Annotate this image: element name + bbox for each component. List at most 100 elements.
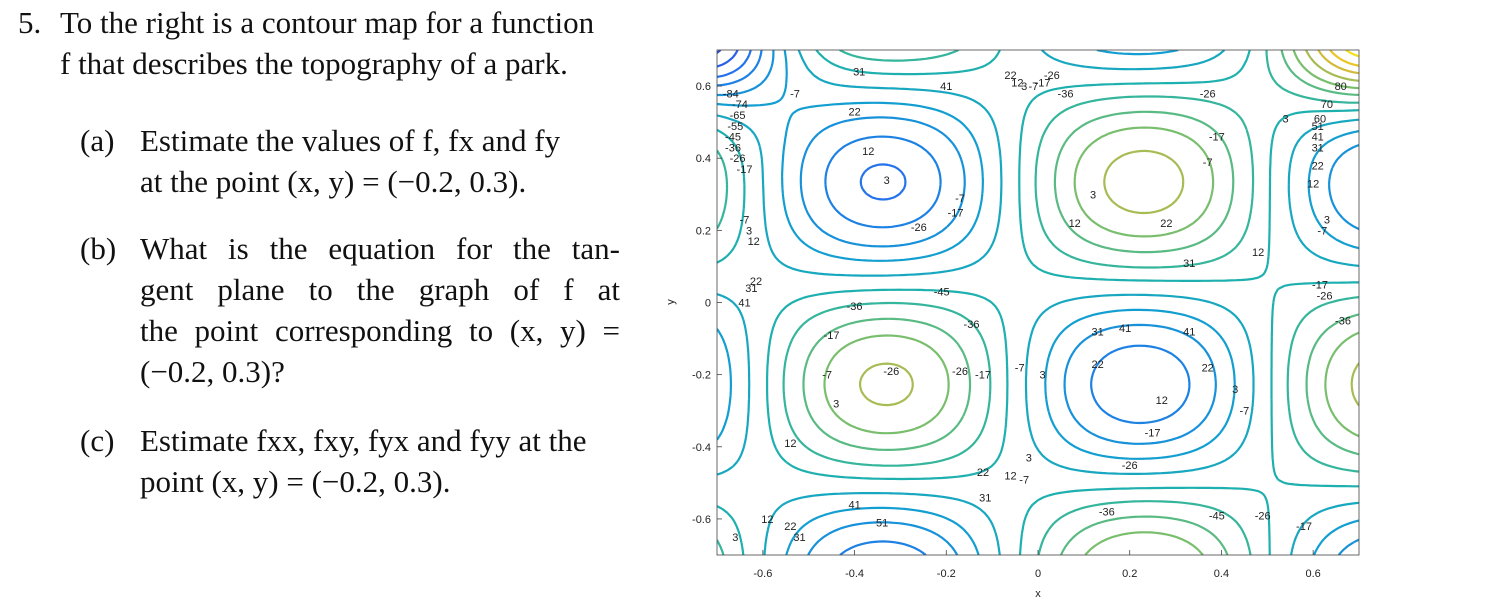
- contour-label: -36: [1099, 507, 1115, 519]
- part-line: (−0.2, 0.3)?: [140, 354, 285, 389]
- x-tick-label: 0.2: [1122, 568, 1137, 580]
- contour-line: [717, 50, 1359, 555]
- contour-line: [717, 50, 722, 54]
- contour-plot: -84 -74 -65 -55 -45 -36 -26 -17 -7 3 12 22 31 41 -7 31 2…: [660, 40, 1380, 600]
- x-tick-label: -0.2: [937, 568, 956, 580]
- contour-line: [859, 50, 1359, 407]
- contour-label: 12: [748, 236, 760, 248]
- contour-label: -26: [1044, 70, 1060, 82]
- contour-label: 22: [848, 106, 860, 118]
- contour-label: 3: [1324, 215, 1330, 227]
- part-line: What is the equation for the tan-: [140, 231, 620, 266]
- contour-label: 12: [1307, 179, 1319, 191]
- contour-label: -17: [1312, 280, 1328, 292]
- contour-label: 41: [738, 298, 750, 310]
- x-tick-label: -0.6: [753, 568, 772, 580]
- contour-label: 3: [746, 225, 752, 237]
- y-tick-label: -0.4: [692, 442, 711, 454]
- contour-label: 12: [1011, 78, 1023, 90]
- y-tick-label: -0.2: [692, 370, 711, 382]
- contour-label: 3: [732, 532, 738, 544]
- contour-label: 22: [1312, 160, 1324, 172]
- contour-label: -26: [1200, 88, 1216, 100]
- part-line: at the point (x, y) = (−0.2, 0.3).: [140, 164, 527, 199]
- contour-line: [823, 50, 1359, 555]
- contour-label: -26: [883, 366, 899, 378]
- part-text: Estimate fxx, fxy, fyx and fyy at the po…: [140, 420, 620, 502]
- y-tick-label: 0.4: [696, 153, 711, 165]
- contour-label: 31: [745, 283, 757, 295]
- part-text: What is the equation for the tan- gent p…: [140, 228, 620, 392]
- contour-label: -17: [824, 330, 840, 342]
- contour-label: 12: [862, 146, 874, 158]
- contour-label: 12: [1252, 247, 1264, 259]
- contour-label: -55: [727, 121, 743, 133]
- problem-number: 5.: [18, 5, 42, 40]
- contour-label: 12: [784, 438, 796, 450]
- contour-label: -36: [725, 142, 741, 154]
- y-tick-label: 0: [705, 298, 711, 310]
- contour-label: -7: [1029, 81, 1039, 93]
- contour-label: -74: [732, 99, 748, 111]
- contour-line: [802, 50, 1359, 555]
- y-axis-label: y: [665, 299, 677, 305]
- part-line: Estimate the values of f, fx and fy: [140, 123, 561, 158]
- contour-label: 41: [940, 81, 952, 93]
- contour-label: -17: [1209, 132, 1225, 144]
- contour-label: -26: [911, 222, 927, 234]
- contour-label: -26: [1255, 510, 1271, 522]
- part-line: the point corresponding to (x, y) =: [140, 313, 620, 348]
- part-line: point (x, y) = (−0.2, 0.3).: [140, 464, 451, 499]
- part-label: (a): [80, 123, 115, 158]
- contour-label: 3: [884, 175, 890, 187]
- contour-line: [1345, 50, 1359, 58]
- contour-label: 12: [761, 514, 773, 526]
- contour-label: -36: [1335, 316, 1351, 328]
- contour-label: -7: [1203, 157, 1213, 169]
- contour-label: 22: [977, 467, 989, 479]
- contour-label: 31: [979, 492, 991, 504]
- contour-line: [717, 50, 907, 201]
- part-line: Estimate fxx, fxy, fyx and fyy at the: [140, 423, 587, 458]
- contour-label: 12: [1069, 218, 1081, 230]
- contour-line: [717, 50, 1359, 555]
- contour-label: -7: [1019, 474, 1029, 486]
- contour-label: -45: [934, 287, 950, 299]
- contour-label: -65: [730, 110, 746, 122]
- x-tick-label: 0.4: [1214, 568, 1229, 580]
- contour-label: 41: [1119, 323, 1131, 335]
- contour-label: 70: [1321, 99, 1333, 111]
- contour-label: 3: [1283, 114, 1289, 126]
- contour-label: 31: [1183, 258, 1195, 270]
- contour-label: -17: [975, 370, 991, 382]
- contour-label: 41: [1312, 132, 1324, 144]
- contour-label: -17: [948, 207, 964, 219]
- contour-label: 12: [1004, 471, 1016, 483]
- contour-line: [717, 50, 1359, 555]
- contour-label: -7: [1317, 225, 1327, 237]
- contour-label: 31: [853, 67, 865, 79]
- contour-plot-svg: -84-74-65-55-45-36-26-17-7312223141-7312…: [665, 49, 1360, 600]
- contour-label: -45: [725, 132, 741, 144]
- contour-label: 3: [1090, 189, 1096, 201]
- part-text: Estimate the values of f, fx and fy at t…: [140, 120, 620, 202]
- contour-label: -17: [1296, 521, 1312, 533]
- contour-label: 3: [833, 399, 839, 411]
- contour-label: -17: [1145, 427, 1161, 439]
- contour-label: 3: [1026, 453, 1032, 465]
- contour-label: -26: [1122, 460, 1138, 472]
- contour-label: 41: [848, 500, 860, 512]
- contour-label: -7: [1240, 406, 1250, 418]
- contour-label: -45: [1209, 510, 1225, 522]
- contour-label: -7: [1015, 362, 1025, 374]
- contour-label: -36: [847, 301, 863, 313]
- contour-line: [1317, 50, 1359, 75]
- contour-label: -84: [723, 88, 739, 100]
- y-tick-label: -0.6: [692, 514, 711, 526]
- part-label: (c): [80, 423, 115, 458]
- x-tick-label: 0: [1035, 568, 1041, 580]
- contour-label: 3: [1232, 384, 1238, 396]
- contour-label: -36: [964, 319, 980, 331]
- stem-line: f that describes the topography of a par…: [60, 46, 568, 81]
- x-tick-label: -0.4: [845, 568, 864, 580]
